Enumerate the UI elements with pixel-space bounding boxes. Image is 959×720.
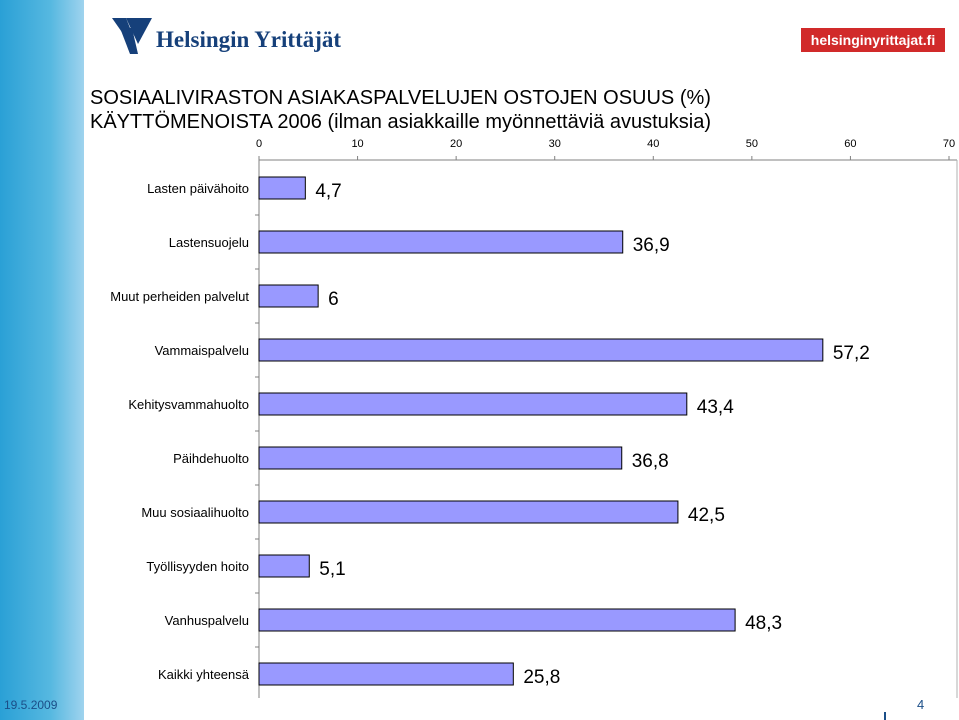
logo-text: Helsingin Yrittäjät [156,27,342,52]
footer-date: 19.5.2009 [4,698,58,712]
category-label: Lastensuojelu [169,235,249,250]
website-badge: helsinginyrittajat.fi [801,28,945,52]
category-label: Vammaispalvelu [155,343,249,358]
value-label: 57,2 [833,343,870,364]
bar [258,230,624,254]
bar [258,338,824,362]
chart-title-line-1: SOSIAALIVIRASTON ASIAKASPALVELUJEN OSTOJ… [90,87,711,109]
value-label: 48,3 [745,613,782,634]
value-label: 42,5 [688,505,725,526]
x-tick-label: 50 [746,138,758,150]
value-label: 5,1 [319,559,345,580]
category-label: Kehitysvammahuolto [128,397,249,412]
value-label: 25,8 [523,667,560,688]
value-label: 4,7 [315,181,341,202]
bar [258,392,688,416]
x-tick-label: 30 [549,138,561,150]
bar [258,500,679,524]
value-label: 36,8 [632,451,669,472]
bar [258,284,319,308]
page-number-divider [884,712,886,720]
x-tick-label: 60 [844,138,856,150]
value-label: 6 [328,289,339,310]
category-label: Päihdehuolto [173,451,249,466]
bar-chart: 0 10 20 30 40 50 60 70 Lasten päivähoito 4,7 Last… [110,138,958,698]
bar [258,446,623,470]
x-tick-label: 20 [450,138,462,150]
logo-emblem-icon [112,18,152,54]
sidebar-decoration [0,0,84,720]
helsingin-yrittajat-logo: Helsingin Yrittäjät [112,14,352,58]
bar [258,608,736,632]
chart-title-line-2: KÄYTTÖMENOISTA 2006 (ilman asiakkaille m… [90,111,711,133]
chart-title: SOSIAALIVIRASTON ASIAKASPALVELUJEN OSTOJ… [90,86,850,134]
category-label: Vanhuspalvelu [165,613,249,628]
category-label: Muut perheiden palvelut [110,289,249,304]
value-label: 43,4 [697,397,734,418]
category-label: Kaikki yhteensä [158,667,250,682]
bar [258,554,310,578]
category-label: Lasten päivähoito [147,181,249,196]
x-tick-label: 10 [351,138,363,150]
page-number: 4 [917,697,925,712]
x-tick-label: 70 [943,138,955,150]
x-tick-label: 40 [647,138,659,150]
bar [258,176,306,200]
x-tick-label: 0 [256,138,262,150]
category-label: Työllisyyden hoito [146,559,249,574]
bar [258,662,514,686]
category-label: Muu sosiaalihuolto [141,505,249,520]
value-label: 36,9 [633,235,670,256]
